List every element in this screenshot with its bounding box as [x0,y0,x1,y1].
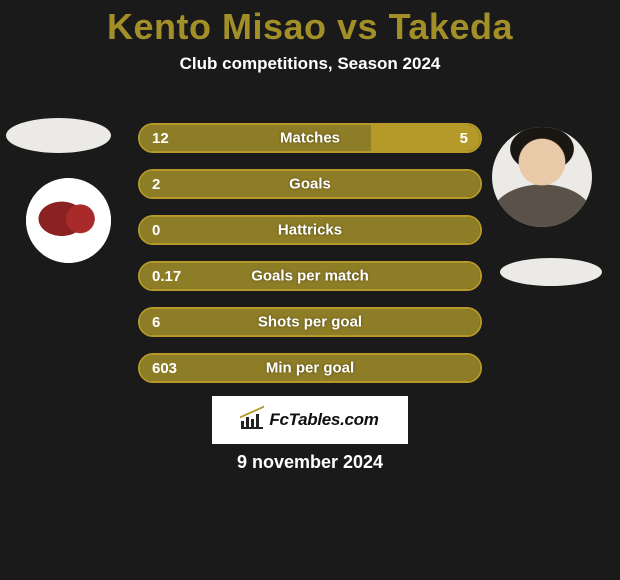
comparison-bars: 125Matches 2Goals 0Hattricks 0.17Goals per … [138,123,482,399]
stat-left-segment: 2 [140,171,480,197]
stat-bar: 6Shots per goal [138,307,482,337]
avatar-placeholder-top-left [6,118,111,153]
page-title: Kento Misao vs Takeda [0,0,620,48]
avatar-placeholder-bot-right [500,258,602,286]
player-left-name: Kento Misao [107,6,327,47]
stat-right-segment: 5 [371,125,480,151]
stat-left-segment: 12 [140,125,371,151]
stat-bar: 125Matches [138,123,482,153]
stat-left-segment: 0 [140,217,480,243]
subtitle: Club competitions, Season 2024 [0,54,620,74]
player-right-name: Takeda [389,6,513,47]
stat-left-segment: 6 [140,309,480,335]
stat-left-segment: 603 [140,355,480,381]
stat-bar: 603Min per goal [138,353,482,383]
stat-left-segment: 0.17 [140,263,480,289]
title-joiner: vs [327,6,389,47]
brand-text: FcTables.com [269,410,378,430]
brand-chart-icon [241,411,263,429]
footer-date: 9 november 2024 [237,452,383,473]
stat-bar: 2Goals [138,169,482,199]
player-left-team-logo [26,178,111,263]
stat-bar: 0Hattricks [138,215,482,245]
stat-bar: 0.17Goals per match [138,261,482,291]
player-right-avatar [492,127,592,227]
brand-badge[interactable]: FcTables.com [212,396,408,444]
